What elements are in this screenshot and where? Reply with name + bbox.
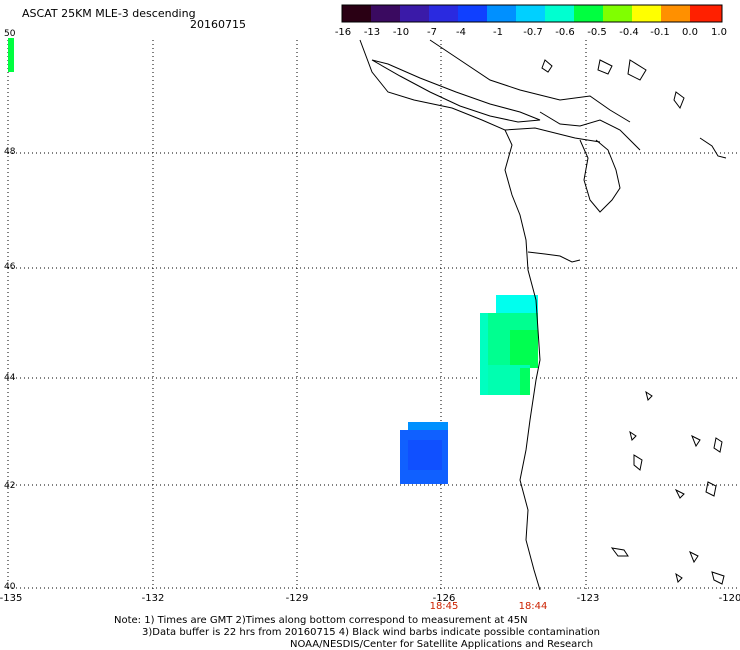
- mle-swath-central: [480, 295, 538, 395]
- mle-swath-north: [8, 38, 14, 72]
- lat-label-48: 48: [4, 147, 16, 157]
- inland-lake-5: [633, 454, 643, 471]
- lon-label-129: -129: [286, 593, 309, 604]
- inland-lake-12: [711, 571, 725, 585]
- lon-label-132: -132: [142, 593, 165, 604]
- colorbar-seg-1: [371, 5, 401, 22]
- colorbar-label-1: -13: [364, 27, 380, 38]
- note-line-2: 3)Data buffer is 22 hrs from 20160715 4)…: [142, 627, 600, 638]
- inland-lake-13: [675, 572, 683, 583]
- time-label-1845: 18:45: [430, 601, 459, 612]
- colorbar-label-2: -10: [393, 27, 409, 38]
- inland-lake-7: [713, 437, 723, 453]
- lat-label-44: 44: [4, 373, 16, 383]
- colorbar-seg-5: [487, 5, 517, 22]
- inland-lake-10: [610, 547, 629, 557]
- colorbar: -16 -13 -10 -7 -4 -1 -0.7 -0.6 -0.5 -0.4…: [335, 4, 727, 38]
- inland-lake-8: [705, 481, 717, 497]
- note-line-3: NOAA/NESDIS/Center for Satellite Applica…: [290, 639, 594, 650]
- lat-label-40: 40: [4, 582, 16, 592]
- colorbar-label-8: -0.5: [587, 27, 607, 38]
- inland-lake-3: [645, 390, 653, 401]
- time-label-1844: 18:44: [519, 601, 548, 612]
- colorbar-label-0: -16: [335, 27, 351, 38]
- colorbar-label-7: -0.6: [555, 27, 575, 38]
- lat-label-46: 46: [4, 262, 16, 272]
- inland-lake-1: [673, 91, 685, 110]
- product-date: 20160715: [190, 18, 246, 31]
- lon-label-123: -123: [577, 593, 600, 604]
- coastal-islands-1: [541, 59, 553, 73]
- colorbar-label-5: -1: [493, 27, 503, 38]
- colorbar-label-11: 0.0: [682, 27, 698, 38]
- graticule: [7, 40, 740, 590]
- lat-label-50: 50: [4, 29, 16, 39]
- colorbar-seg-11: [661, 5, 691, 22]
- colorbar-seg-3: [429, 5, 459, 22]
- juan-de-fuca-strait: [504, 127, 601, 143]
- inland-lake-2: [699, 137, 727, 159]
- colorbar-seg-8: [574, 5, 604, 22]
- colorbar-seg-10: [632, 5, 662, 22]
- colorbar-seg-9: [603, 5, 633, 22]
- lon-label-126: -126: [433, 593, 456, 604]
- coastline: [359, 39, 727, 591]
- product-title: ASCAT 25KM MLE-3 descending: [22, 7, 196, 20]
- inland-lake-9: [674, 488, 685, 499]
- inland-lake-11: [689, 550, 699, 564]
- mainland-bc-shore: [429, 39, 631, 123]
- vancouver-island: [371, 59, 541, 123]
- colorbar-seg-4: [458, 5, 488, 22]
- colorbar-seg-0: [342, 5, 372, 22]
- note-line-1: Note: 1) Times are GMT 2)Times along bot…: [114, 615, 528, 626]
- mle-swath-south: [400, 422, 448, 484]
- colorbar-label-12: 1.0: [711, 27, 727, 38]
- inland-lake-6: [691, 434, 701, 448]
- colorbar-label-9: -0.4: [619, 27, 639, 38]
- colorbar-label-6: -0.7: [523, 27, 543, 38]
- colorbar-seg-6: [516, 5, 546, 22]
- colorbar-label-3: -7: [427, 27, 437, 38]
- colorbar-seg-12: [690, 5, 722, 22]
- colorbar-seg-2: [400, 5, 430, 22]
- puget-sound: [579, 139, 621, 213]
- coastal-islands-3: [627, 59, 647, 81]
- lon-label-120: -120: [719, 593, 740, 604]
- columbia-river: [527, 251, 581, 263]
- colorbar-frame: [341, 4, 723, 23]
- us-west-coast: [359, 39, 541, 591]
- coastal-islands-2: [597, 59, 613, 75]
- inland-lake-4: [629, 430, 637, 441]
- colorbar-label-10: -0.1: [650, 27, 670, 38]
- lon-label-135: -135: [0, 593, 22, 604]
- georgia-strait-shore: [539, 111, 641, 151]
- colorbar-label-4: -4: [456, 27, 466, 38]
- lat-label-42: 42: [4, 481, 15, 491]
- colorbar-seg-7: [545, 5, 575, 22]
